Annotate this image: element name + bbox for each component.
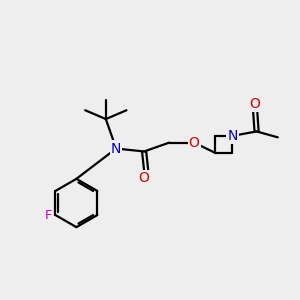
Text: O: O	[139, 171, 149, 185]
Text: N: N	[111, 142, 121, 155]
Text: F: F	[44, 208, 52, 222]
Text: O: O	[250, 98, 261, 111]
Text: O: O	[189, 136, 200, 150]
Text: N: N	[227, 129, 238, 143]
